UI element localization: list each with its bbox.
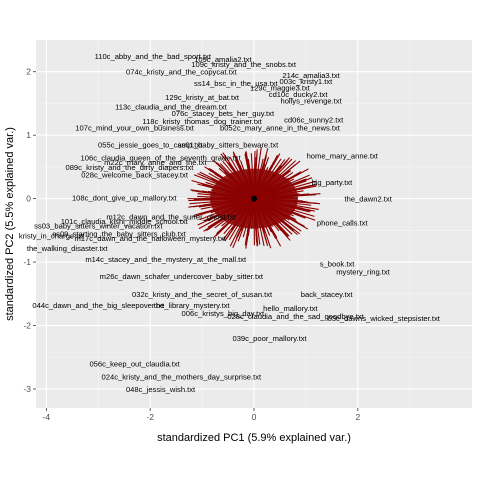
observation-label: phone_calls.txt <box>317 219 369 228</box>
observation-label: b052c_mary_anne_in_the_news.txt <box>220 124 341 133</box>
observation-label: 028c_welcome_back_stacey.txt <box>81 171 189 180</box>
axis-ticks: -4 -2 0 2 -3 -2 -1 0 1 2 <box>23 67 360 422</box>
observation-label: 118c_kristy_thomas_dog_trainer.txt <box>142 117 262 126</box>
y-tick-label: -2 <box>23 321 31 331</box>
observation-label: 03c_dawns_wicked_stepsister.txt <box>328 314 441 323</box>
y-tick-label: 1 <box>26 130 31 140</box>
observation-label: 108c_dont_give_up_mallory.txt <box>72 193 177 202</box>
x-tick-label: 0 <box>252 412 257 422</box>
observation-label: mystery_ring.txt <box>336 268 390 277</box>
observation-label: the_library_mystery.txt <box>154 301 231 310</box>
observation-label: ss14_bsc_in_the_usa.txt <box>194 79 278 88</box>
observation-label: kristy_in_charge.txt <box>19 231 85 240</box>
observation-label: 109c_amalia2.txt <box>194 55 252 64</box>
x-tick-label: -2 <box>146 412 154 422</box>
observation-label: ss09_starting_the_baby_sitters_club.txt <box>52 230 186 239</box>
x-tick-label: 2 <box>355 412 360 422</box>
observation-label: 044c_dawn_and_the_big_sleepover.txt <box>32 301 165 310</box>
observation-label: 006c_kristys_big_day.txt <box>182 309 265 318</box>
observation-label: the_walking_disaster.txt <box>27 244 109 253</box>
observation-label: cd06c_sunny2.txt <box>284 115 344 124</box>
y-axis-title: standardized PC2 (5.5% explained var.) <box>4 127 16 321</box>
observation-label: 074c_kristy_and_the_copycat.txt <box>126 68 237 77</box>
observation-label: 110c_abby_and_the_bad_sport.txt <box>95 52 212 61</box>
y-tick-label: -3 <box>23 384 31 394</box>
observation-label: m17c_dawn_and_the_halloween_mystery.txt <box>74 234 226 243</box>
observation-label: 076c_stacey_bets_her_guy.txt <box>172 109 275 118</box>
observation-label: 129c_kristy_at_bat.txt <box>165 93 240 102</box>
observation-label: 113c_claudia_and_the_dream.txt <box>115 103 228 112</box>
observation-label: cd10c_ducky2.txt <box>269 90 329 99</box>
center-point <box>251 195 257 202</box>
observation-label: 107c_mind_your_own_business.txt <box>75 124 195 133</box>
observation-label: the_dawn2.txt <box>345 195 393 204</box>
observation-label: ss03_baby_sitters_winter_vacation.txt <box>34 221 163 230</box>
observation-label: ss01_baby_sitters_beware.txt <box>178 141 279 150</box>
observation-label: 039c_poor_mallory.txt <box>232 334 307 343</box>
x-tick-label: -4 <box>43 412 51 422</box>
observation-label: 024c_kristy_and_the_mothers_day_surprise… <box>102 372 262 381</box>
observation-label: s_book.txt <box>320 259 356 268</box>
observation-label: 056c_keep_out_claudia.txt <box>89 360 180 369</box>
observation-label: hollys_revenge.txt <box>280 96 342 105</box>
observation-label: 003c_kristy1.txt <box>280 77 334 86</box>
y-tick-label: 0 <box>26 194 31 204</box>
observation-label: m22c_mary_anne_and_the.txt <box>104 158 207 167</box>
observation-label: m14c_stacey_and_the_mystery_at_the_mall.… <box>85 255 247 264</box>
observation-label: m26c_dawn_schafer_undercover_baby_sitter… <box>100 272 264 281</box>
observation-label: 129c_maggie3.txt <box>250 84 311 93</box>
observation-label: 214c_amalia3.txt <box>282 71 340 80</box>
observation-label: 028c_claudia_and_the_sad_goodbye.txt <box>227 312 364 321</box>
observation-label: 048c_jessis_wish.txt <box>126 385 196 394</box>
x-axis-title: standardized PC1 (5.9% explained var.) <box>157 432 351 444</box>
point-labels: 110c_abby_and_the_bad_sport.txt109c_amal… <box>19 52 441 394</box>
y-tick-label: -1 <box>23 257 31 267</box>
observation-label: 055c_jessie_goes_to_camp.txt <box>98 141 203 150</box>
observation-label: 101c_claudia_kishi_middle_school.txt <box>61 217 189 226</box>
y-tick-label: 2 <box>26 67 31 77</box>
observation-label: big_party.txt <box>311 178 353 187</box>
observation-label: home_mary_anne.txt <box>307 151 379 160</box>
observation-label: back_stacey.txt <box>301 290 354 299</box>
observation-label: 109c_kristy_and_the_snobs.txt <box>191 60 297 69</box>
observation-label: 089c_kristy_and_the_dirty_diapers.txt <box>65 163 194 172</box>
observation-label: hello_mallory.txt <box>263 304 318 313</box>
observation-label: m12c_dawn_and_the_surfer_ghost.txt <box>106 212 236 221</box>
observation-label: 106c_claudia_queen_of_the_seventh_grade.… <box>81 153 242 162</box>
observation-label: 032c_kristy_and_the_secret_of_susan.txt <box>132 290 273 299</box>
loading-arrows <box>187 147 321 249</box>
